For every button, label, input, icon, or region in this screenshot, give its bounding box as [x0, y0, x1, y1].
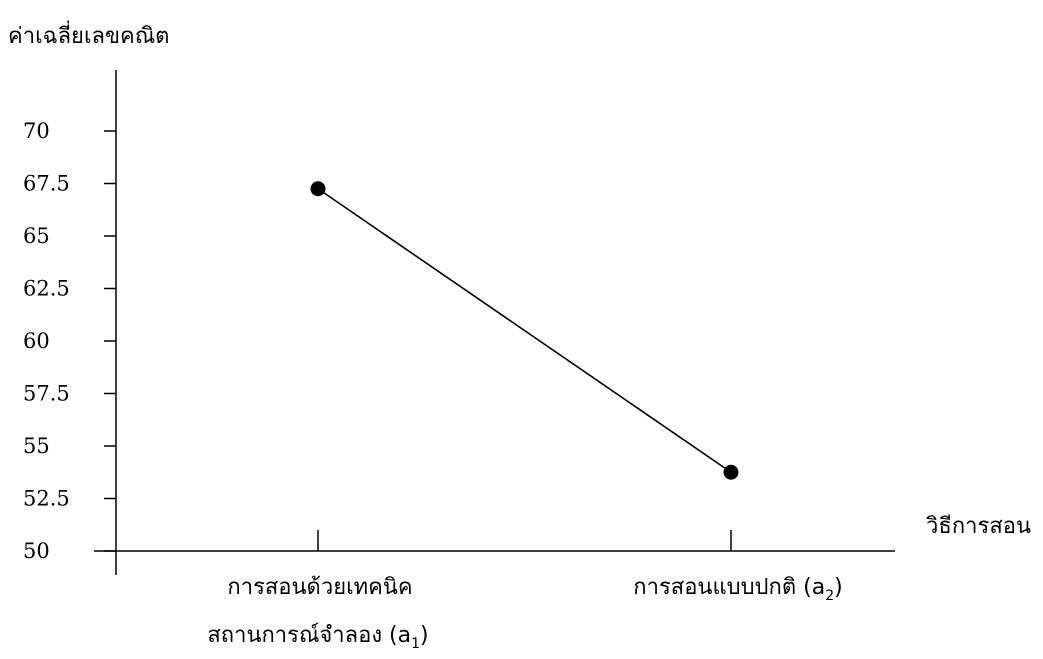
x-ticks: [317, 530, 732, 551]
series-group: [310, 181, 739, 480]
y-tick-label: 70: [23, 119, 50, 143]
x-axis-title: วิธีการสอน: [925, 514, 1031, 539]
y-tick-label: 52.5: [23, 487, 70, 511]
x-tick-label-1-line1: การสอนด้วยเทคนิค: [227, 575, 412, 600]
x-tick-label-1-line2: สถานการณ์จำลอง (a1): [207, 623, 428, 652]
y-tick-label: 65: [23, 224, 50, 248]
y-tick-label: 55: [23, 434, 50, 458]
data-point: [310, 181, 326, 197]
y-tick-label: 60: [23, 329, 50, 353]
y-tick-label: 50: [23, 539, 50, 563]
series-line: [317, 188, 732, 473]
y-tick-label: 62.5: [23, 277, 70, 301]
x-tick-label-2: การสอนแบบปกติ (a2): [633, 575, 842, 604]
data-point: [723, 464, 739, 480]
y-tick-label: 67.5: [23, 172, 70, 196]
x-category-labels: การสอนด้วยเทคนิค สถานการณ์จำลอง (a1) การ…: [207, 575, 842, 652]
y-tick-label: 57.5: [23, 382, 70, 406]
subscript-2: 2: [825, 588, 834, 604]
subscript-1: 1: [411, 636, 420, 652]
y-ticks: 50 52.5 55 57.5 60 62.5 65 67.5 70: [23, 119, 116, 563]
y-axis-title: ค่าเฉลี่ยเลขคณิต: [8, 20, 169, 49]
